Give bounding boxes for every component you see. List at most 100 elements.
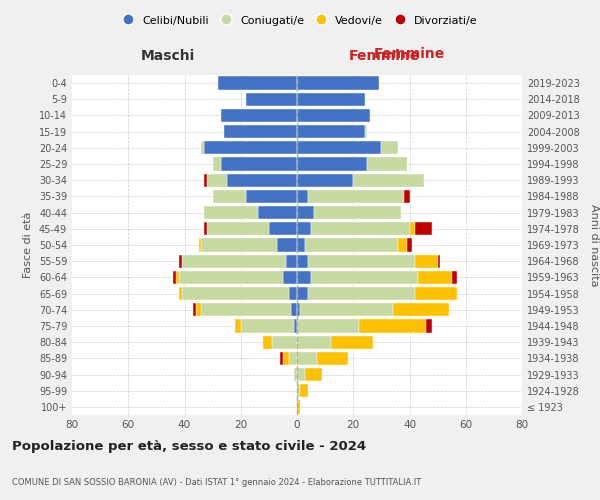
Text: Femmine: Femmine: [374, 48, 445, 62]
Bar: [452, 270, 457, 284]
Bar: [367, 158, 407, 170]
Bar: [392, 303, 449, 316]
Bar: [269, 222, 297, 235]
Bar: [204, 141, 297, 154]
Y-axis label: Fasce di età: Fasce di età: [23, 212, 33, 278]
Bar: [286, 254, 297, 268]
Bar: [297, 336, 331, 349]
Bar: [263, 336, 272, 349]
Legend: Celibi/Nubili, Coniugati/e, Vedovi/e, Divorziati/e: Celibi/Nubili, Coniugati/e, Vedovi/e, Di…: [118, 10, 482, 30]
Bar: [415, 222, 432, 235]
Bar: [297, 222, 311, 235]
Bar: [353, 174, 424, 187]
Bar: [294, 368, 297, 381]
Bar: [257, 206, 297, 220]
Bar: [292, 303, 297, 316]
Bar: [202, 141, 204, 154]
Bar: [297, 92, 365, 106]
Bar: [283, 352, 289, 365]
Bar: [297, 352, 317, 365]
Bar: [398, 238, 407, 252]
Bar: [300, 384, 308, 398]
Bar: [196, 303, 202, 316]
Bar: [297, 287, 308, 300]
Bar: [199, 238, 202, 252]
Bar: [308, 287, 415, 300]
Bar: [297, 206, 314, 220]
Bar: [280, 352, 283, 365]
Bar: [308, 190, 404, 203]
Bar: [297, 174, 353, 187]
Bar: [179, 270, 283, 284]
Bar: [235, 320, 241, 332]
Text: COMUNE DI SAN SOSSIO BARONIA (AV) - Dati ISTAT 1° gennaio 2024 - Elaborazione TU: COMUNE DI SAN SOSSIO BARONIA (AV) - Dati…: [12, 478, 421, 487]
Bar: [202, 238, 277, 252]
Bar: [193, 303, 196, 316]
Bar: [289, 352, 297, 365]
Bar: [297, 125, 365, 138]
Bar: [204, 206, 257, 220]
Bar: [382, 141, 398, 154]
Bar: [297, 384, 300, 398]
Bar: [297, 303, 300, 316]
Bar: [418, 270, 452, 284]
Bar: [204, 174, 207, 187]
Bar: [415, 287, 457, 300]
Text: Maschi: Maschi: [141, 48, 195, 62]
Bar: [409, 222, 415, 235]
Bar: [241, 320, 294, 332]
Bar: [173, 270, 176, 284]
Bar: [283, 270, 297, 284]
Bar: [297, 254, 308, 268]
Bar: [212, 190, 247, 203]
Bar: [212, 158, 221, 170]
Bar: [272, 336, 297, 349]
Bar: [331, 336, 373, 349]
Bar: [297, 270, 311, 284]
Bar: [176, 270, 179, 284]
Bar: [221, 158, 297, 170]
Bar: [289, 287, 297, 300]
Bar: [314, 206, 401, 220]
Bar: [247, 190, 297, 203]
Bar: [297, 76, 379, 90]
Bar: [207, 174, 227, 187]
Bar: [202, 303, 292, 316]
Bar: [247, 92, 297, 106]
Bar: [415, 254, 437, 268]
Bar: [305, 238, 398, 252]
Bar: [218, 76, 297, 90]
Bar: [297, 190, 308, 203]
Bar: [311, 270, 418, 284]
Bar: [317, 352, 347, 365]
Bar: [437, 254, 440, 268]
Bar: [294, 320, 297, 332]
Bar: [297, 158, 367, 170]
Bar: [179, 287, 182, 300]
Y-axis label: Anni di nascita: Anni di nascita: [589, 204, 599, 286]
Bar: [297, 400, 300, 413]
Bar: [224, 125, 297, 138]
Bar: [204, 222, 207, 235]
Bar: [365, 125, 367, 138]
Bar: [227, 174, 297, 187]
Bar: [179, 254, 182, 268]
Bar: [297, 109, 370, 122]
Bar: [297, 141, 382, 154]
Bar: [308, 254, 415, 268]
Bar: [311, 222, 409, 235]
Bar: [297, 368, 305, 381]
Bar: [407, 238, 412, 252]
Bar: [207, 222, 269, 235]
Bar: [300, 303, 392, 316]
Bar: [182, 287, 289, 300]
Bar: [359, 320, 427, 332]
Text: Femmine: Femmine: [349, 48, 419, 62]
Bar: [297, 320, 359, 332]
Bar: [427, 320, 432, 332]
Bar: [221, 109, 297, 122]
Bar: [182, 254, 286, 268]
Text: Popolazione per età, sesso e stato civile - 2024: Popolazione per età, sesso e stato civil…: [12, 440, 366, 453]
Bar: [297, 238, 305, 252]
Bar: [305, 368, 322, 381]
